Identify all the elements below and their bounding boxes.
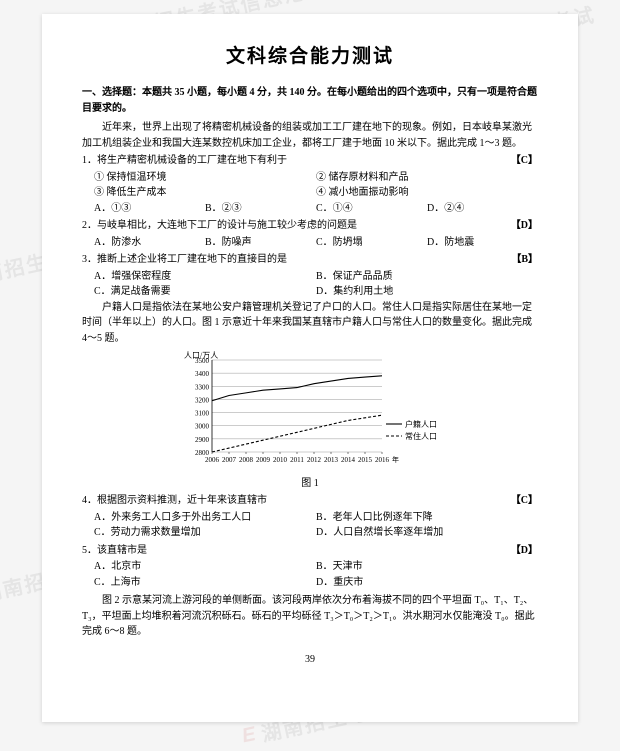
intro-paragraph-1: 近年来，世界上出现了将精密机械设备的组装或加工工厂建在地下的现象。例如，日本岐阜… bbox=[82, 120, 538, 151]
q5-stem: 5．该直辖市是 bbox=[82, 545, 147, 556]
svg-text:2014: 2014 bbox=[341, 456, 356, 464]
q1-opt-a: A．①③ bbox=[94, 201, 205, 217]
q4-stem: 4．根据图示资料推测，近十年来该直辖市 bbox=[82, 495, 267, 506]
svg-text:2012: 2012 bbox=[307, 456, 322, 464]
q5-opt-b: B．天津市 bbox=[316, 559, 538, 575]
q2-stem: 2．与岐阜相比，大连地下工厂的设计与施工较少考虑的问题是 bbox=[82, 220, 357, 231]
svg-text:3200: 3200 bbox=[195, 397, 210, 405]
q4-answer: 【C】 bbox=[511, 493, 538, 509]
question-5: 5．该直辖市是 【D】 bbox=[82, 543, 538, 559]
svg-text:3400: 3400 bbox=[195, 371, 210, 379]
question-1: 1．将生产精密机械设备的工厂建在地下有利于 【C】 bbox=[82, 153, 538, 169]
q3-opt-d: D．集约利用土地 bbox=[316, 284, 538, 300]
q1-statements: ① 保持恒温环境 ② 储存原材料和产品 ③ 降低生产成本 ④ 减小地面振动影响 bbox=[94, 170, 538, 201]
question-2: 2．与岐阜相比，大连地下工厂的设计与施工较少考虑的问题是 【D】 bbox=[82, 218, 538, 234]
population-chart: 人口/万人28002900300031003200330034003500200… bbox=[180, 350, 440, 491]
svg-text:3300: 3300 bbox=[195, 384, 210, 392]
q1-opt-b: B．②③ bbox=[205, 201, 316, 217]
q1-opt-c: C．①④ bbox=[316, 201, 427, 217]
svg-text:2007: 2007 bbox=[222, 456, 237, 464]
chart-svg: 人口/万人28002900300031003200330034003500200… bbox=[180, 350, 440, 470]
section-instructions: 一、选择题：本题共 35 小题，每小题 4 分，共 140 分。在每小题给出的四… bbox=[82, 85, 538, 116]
chart-caption: 图 1 bbox=[180, 476, 440, 492]
svg-text:2010: 2010 bbox=[273, 456, 288, 464]
q1-stem: 1．将生产精密机械设备的工厂建在地下有利于 bbox=[82, 155, 287, 166]
q5-opt-a: A．北京市 bbox=[94, 559, 316, 575]
svg-text:2016: 2016 bbox=[375, 456, 390, 464]
q1-options: A．①③ B．②③ C．①④ D．②④ bbox=[94, 201, 538, 217]
q3-stem: 3．推断上述企业将工厂建在地下的直接目的是 bbox=[82, 254, 287, 265]
q2-options: A．防渗水 B．防噪声 C．防坍塌 D．防地震 bbox=[94, 235, 538, 251]
q5-opt-d: D．重庆市 bbox=[316, 575, 538, 591]
q1-answer: 【C】 bbox=[511, 153, 538, 169]
q5-opt-c: C．上海市 bbox=[94, 575, 316, 591]
svg-text:年: 年 bbox=[392, 455, 399, 464]
q2-opt-b: B．防噪声 bbox=[205, 235, 316, 251]
q3-answer: 【B】 bbox=[511, 252, 538, 268]
q1-s4: ④ 减小地面振动影响 bbox=[316, 185, 538, 201]
exam-page: 文科综合能力测试 一、选择题：本题共 35 小题，每小题 4 分，共 140 分… bbox=[42, 14, 578, 722]
q3-options: A．增强保密程度 B．保证产品品质 C．满足战备需要 D．集约利用土地 bbox=[94, 269, 538, 300]
q2-answer: 【D】 bbox=[511, 218, 538, 234]
svg-text:常住人口: 常住人口 bbox=[405, 431, 437, 441]
q4-options: A．外来务工人口多于外出务工人口 B．老年人口比例逐年下降 C．劳动力需求数量增… bbox=[94, 510, 538, 541]
question-4: 4．根据图示资料推测，近十年来该直辖市 【C】 bbox=[82, 493, 538, 509]
intro-paragraph-2: 户籍人口是指依法在某地公安户籍管理机关登记了户口的人口。常住人口是指实际居住在某… bbox=[82, 300, 538, 347]
page-number: 39 bbox=[82, 652, 538, 668]
q4-opt-b: B．老年人口比例逐年下降 bbox=[316, 510, 538, 526]
q2-opt-a: A．防渗水 bbox=[94, 235, 205, 251]
q5-answer: 【D】 bbox=[511, 543, 538, 559]
q5-options: A．北京市 B．天津市 C．上海市 D．重庆市 bbox=[94, 559, 538, 590]
svg-text:3500: 3500 bbox=[195, 357, 210, 365]
svg-text:2013: 2013 bbox=[324, 456, 339, 464]
svg-text:2006: 2006 bbox=[205, 456, 220, 464]
question-3: 3．推断上述企业将工厂建在地下的直接目的是 【B】 bbox=[82, 252, 538, 268]
intro-paragraph-3: 图 2 示意某河流上游河段的单侧断面。该河段两岸依次分布着海拔不同的四个平坦面 … bbox=[82, 593, 538, 640]
q4-opt-c: C．劳动力需求数量增加 bbox=[94, 525, 316, 541]
svg-text:2015: 2015 bbox=[358, 456, 373, 464]
q3-opt-b: B．保证产品品质 bbox=[316, 269, 538, 285]
svg-text:2009: 2009 bbox=[256, 456, 271, 464]
svg-text:户籍人口: 户籍人口 bbox=[405, 419, 437, 429]
q3-opt-c: C．满足战备需要 bbox=[94, 284, 316, 300]
svg-text:3000: 3000 bbox=[195, 423, 210, 431]
page-title: 文科综合能力测试 bbox=[82, 42, 538, 71]
q2-opt-c: C．防坍塌 bbox=[316, 235, 427, 251]
svg-text:2900: 2900 bbox=[195, 436, 210, 444]
q4-opt-a: A．外来务工人口多于外出务工人口 bbox=[94, 510, 316, 526]
q1-s1: ① 保持恒温环境 bbox=[94, 170, 316, 186]
q1-opt-d: D．②④ bbox=[427, 201, 538, 217]
svg-text:2008: 2008 bbox=[239, 456, 254, 464]
q3-opt-a: A．增强保密程度 bbox=[94, 269, 316, 285]
q2-opt-d: D．防地震 bbox=[427, 235, 538, 251]
q4-opt-d: D．人口自然增长率逐年增加 bbox=[316, 525, 538, 541]
svg-text:3100: 3100 bbox=[195, 410, 210, 418]
q1-s3: ③ 降低生产成本 bbox=[94, 185, 316, 201]
q1-s2: ② 储存原材料和产品 bbox=[316, 170, 538, 186]
svg-text:2011: 2011 bbox=[290, 456, 304, 464]
